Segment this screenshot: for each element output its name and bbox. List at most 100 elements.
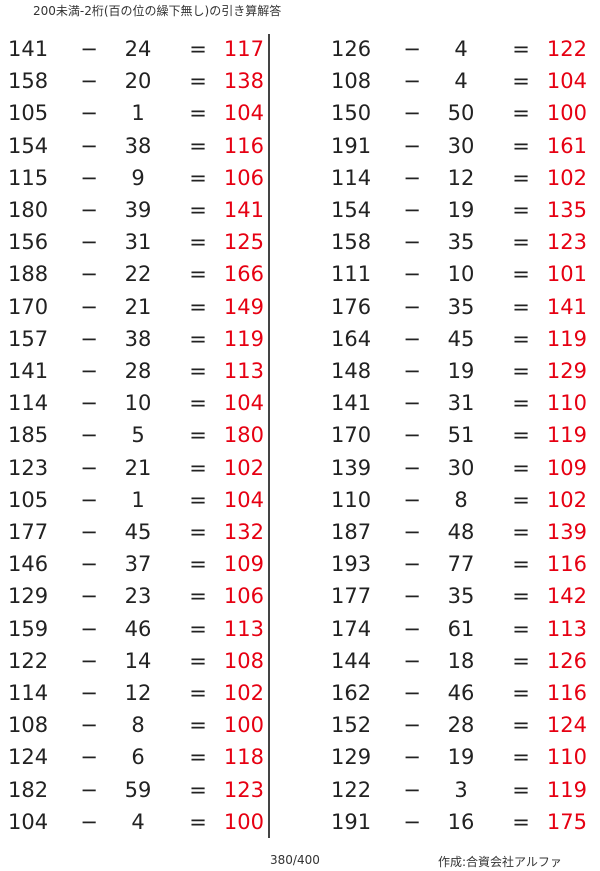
equals-sign: = xyxy=(512,648,530,673)
subtrahend: 46 xyxy=(124,616,152,641)
equals-sign: = xyxy=(512,294,530,319)
minuend: 177 xyxy=(8,520,49,544)
subtrahend: 35 xyxy=(447,230,475,255)
subtrahend: 31 xyxy=(447,391,475,416)
minuend: 114 xyxy=(331,165,372,190)
minus-sign: − xyxy=(403,584,421,609)
minus-sign: − xyxy=(80,326,98,351)
subtrahend: 45 xyxy=(447,326,475,351)
minus-sign: − xyxy=(80,37,98,61)
minuend: 193 xyxy=(331,552,372,577)
answer: 102 xyxy=(223,455,264,480)
answer: 135 xyxy=(546,198,587,222)
answer: 116 xyxy=(223,133,264,158)
minus-sign: − xyxy=(403,777,421,802)
minus-sign: − xyxy=(80,552,98,577)
equals-sign: = xyxy=(189,423,207,448)
answer: 106 xyxy=(223,165,264,190)
subtrahend: 9 xyxy=(131,165,145,190)
subtrahend: 12 xyxy=(124,681,152,705)
answer: 123 xyxy=(223,777,264,802)
minus-sign: − xyxy=(80,616,98,641)
minus-sign: − xyxy=(403,133,421,158)
minus-sign: − xyxy=(403,230,421,255)
equals-sign: = xyxy=(189,777,207,802)
equals-sign: = xyxy=(189,648,207,673)
subtrahend: 35 xyxy=(447,584,475,609)
subtrahend: 23 xyxy=(124,584,152,609)
minuend: 158 xyxy=(331,230,372,255)
minuend: 126 xyxy=(331,37,372,61)
column-divider xyxy=(268,34,270,838)
minus-sign: − xyxy=(80,262,98,287)
equals-sign: = xyxy=(189,101,207,126)
subtrahend: 8 xyxy=(454,487,468,512)
minus-sign: − xyxy=(403,359,421,383)
answer: 142 xyxy=(546,584,587,609)
minus-sign: − xyxy=(80,165,98,190)
subtrahend: 19 xyxy=(447,198,475,222)
minus-sign: − xyxy=(403,294,421,319)
subtrahend: 19 xyxy=(447,359,475,383)
minuend: 174 xyxy=(331,616,372,641)
subtrahend: 20 xyxy=(124,69,152,94)
minuend: 170 xyxy=(331,423,372,448)
equals-sign: = xyxy=(512,809,530,834)
equals-sign: = xyxy=(189,713,207,738)
minus-sign: − xyxy=(80,230,98,255)
subtrahend: 37 xyxy=(124,552,152,577)
minuend: 185 xyxy=(8,423,49,448)
subtrahend: 31 xyxy=(124,230,152,255)
minus-sign: − xyxy=(80,455,98,480)
equals-sign: = xyxy=(512,69,530,94)
equals-sign: = xyxy=(189,165,207,190)
answer: 119 xyxy=(546,326,587,351)
answer: 116 xyxy=(546,552,587,577)
equals-sign: = xyxy=(512,391,530,416)
minuend: 114 xyxy=(8,391,49,416)
equals-sign: = xyxy=(189,359,207,383)
answer: 113 xyxy=(223,359,264,383)
answer: 109 xyxy=(223,552,264,577)
equals-sign: = xyxy=(189,552,207,577)
equals-sign: = xyxy=(189,487,207,512)
minus-sign: − xyxy=(80,713,98,738)
minus-sign: − xyxy=(403,262,421,287)
minus-sign: − xyxy=(403,198,421,222)
equals-sign: = xyxy=(512,552,530,577)
subtrahend: 30 xyxy=(447,133,475,158)
answer: 106 xyxy=(223,584,264,609)
minuend: 162 xyxy=(331,681,372,705)
subtrahend: 59 xyxy=(124,777,152,802)
subtrahend: 6 xyxy=(131,745,145,770)
answer: 118 xyxy=(223,745,264,770)
subtrahend: 24 xyxy=(124,37,152,61)
subtrahend: 10 xyxy=(124,391,152,416)
answer: 139 xyxy=(546,520,587,544)
answer: 138 xyxy=(223,69,264,94)
answer: 161 xyxy=(546,133,587,158)
equals-sign: = xyxy=(189,294,207,319)
subtrahend: 28 xyxy=(124,359,152,383)
subtrahend: 21 xyxy=(124,294,152,319)
equals-sign: = xyxy=(512,423,530,448)
answer: 113 xyxy=(546,616,587,641)
minus-sign: − xyxy=(403,552,421,577)
minuend: 146 xyxy=(8,552,49,577)
minuend: 182 xyxy=(8,777,49,802)
minus-sign: − xyxy=(403,69,421,94)
equals-sign: = xyxy=(512,777,530,802)
subtrahend: 35 xyxy=(447,294,475,319)
minus-sign: − xyxy=(403,326,421,351)
subtrahend: 46 xyxy=(447,681,475,705)
minus-sign: − xyxy=(80,777,98,802)
minus-sign: − xyxy=(403,616,421,641)
equals-sign: = xyxy=(189,133,207,158)
minuend: 148 xyxy=(331,359,372,383)
minus-sign: − xyxy=(80,681,98,705)
answer: 100 xyxy=(223,713,264,738)
equals-sign: = xyxy=(512,745,530,770)
minuend: 110 xyxy=(331,487,372,512)
equals-sign: = xyxy=(512,133,530,158)
equals-sign: = xyxy=(512,616,530,641)
